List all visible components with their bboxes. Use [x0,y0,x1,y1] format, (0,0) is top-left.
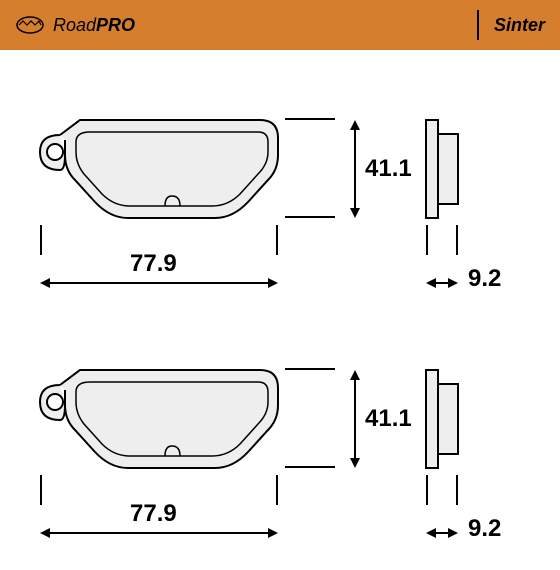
thick-dim-2 [426,528,458,538]
height-label-1: 41.1 [365,155,412,183]
ext-line [285,368,335,370]
diagram-content: 77.9 41.1 9.2 [0,50,560,570]
width-label-2: 77.9 [130,500,177,528]
pad-row-1: 77.9 41.1 9.2 [30,70,530,300]
pad-face-2: 77.9 41.1 [30,360,320,510]
ext-line [426,475,428,505]
height-label-2: 41.1 [365,405,412,433]
pad-side-2: 9.2 [420,360,480,510]
brand-text: RoadPRO [53,15,135,36]
thick-label-1: 9.2 [468,265,501,293]
ext-line [456,225,458,255]
width-label-1: 77.9 [130,250,177,278]
thick-dim-1 [426,278,458,288]
thick-label-2: 9.2 [468,515,501,543]
pad-row-2: 77.9 41.1 9.2 [30,320,530,550]
brand-prefix: Road [53,15,96,35]
height-dim-2 [350,370,360,468]
ext-line [40,475,42,505]
ext-line [276,225,278,255]
ext-line [276,475,278,505]
brand-suffix: PRO [96,15,135,35]
ext-line [40,225,42,255]
ext-line [285,216,335,218]
brand-logo: RoadPRO [15,15,135,36]
ext-line [285,466,335,468]
ext-line [456,475,458,505]
width-dim-1 [40,278,278,288]
pad-side-1: 9.2 [420,110,480,260]
ext-line [426,225,428,255]
height-dim-1 [350,120,360,218]
header-divider [477,10,479,40]
header-bar: RoadPRO Sinter [0,0,560,50]
subbrand-text: Sinter [494,15,545,36]
width-dim-2 [40,528,278,538]
logo-icon [15,15,45,35]
ext-line [285,118,335,120]
pad-face-1: 77.9 41.1 [30,110,320,260]
